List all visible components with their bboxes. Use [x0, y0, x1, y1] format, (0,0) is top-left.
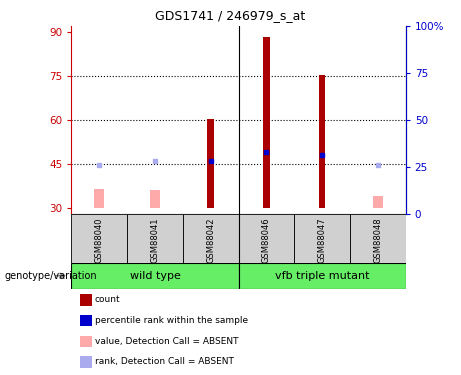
Text: GSM88047: GSM88047	[318, 217, 327, 263]
Bar	[263, 36, 270, 208]
Text: vfb triple mutant: vfb triple mutant	[275, 271, 369, 280]
Text: count: count	[95, 296, 120, 304]
Text: GSM88040: GSM88040	[95, 217, 104, 263]
Bar	[127, 214, 183, 262]
Text: wild type: wild type	[130, 271, 180, 280]
Bar	[71, 214, 127, 262]
Bar	[95, 189, 104, 208]
Bar	[294, 214, 350, 262]
Bar	[373, 196, 383, 208]
Text: percentile rank within the sample: percentile rank within the sample	[95, 316, 248, 325]
Bar	[150, 190, 160, 208]
Text: GSM88046: GSM88046	[262, 217, 271, 263]
Text: value, Detection Call = ABSENT: value, Detection Call = ABSENT	[95, 337, 238, 346]
Text: GSM88042: GSM88042	[206, 217, 215, 263]
Bar	[319, 75, 325, 208]
Bar	[183, 214, 238, 262]
Bar	[350, 214, 406, 262]
Text: GDS1741 / 246979_s_at: GDS1741 / 246979_s_at	[155, 9, 306, 22]
Bar	[238, 262, 406, 289]
Text: genotype/variation: genotype/variation	[5, 271, 97, 280]
Text: GSM88041: GSM88041	[150, 217, 160, 263]
Text: GSM88048: GSM88048	[373, 217, 382, 263]
Bar	[71, 262, 239, 289]
Bar	[238, 214, 294, 262]
Text: rank, Detection Call = ABSENT: rank, Detection Call = ABSENT	[95, 357, 233, 366]
Bar	[207, 118, 214, 208]
